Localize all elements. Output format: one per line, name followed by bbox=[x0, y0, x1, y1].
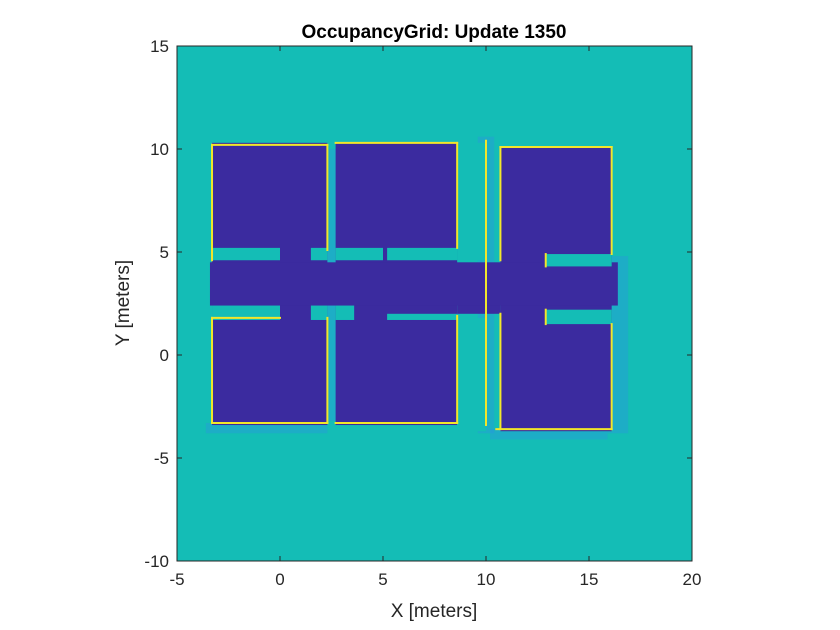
y-tick-label: 5 bbox=[160, 243, 169, 262]
y-axis-ticks: 15 10 5 0 -5 -10 bbox=[144, 37, 692, 571]
unknown-region-0 bbox=[212, 305, 280, 320]
y-tick-label: -10 bbox=[144, 552, 169, 571]
unknown-region-1 bbox=[212, 247, 280, 261]
unknown-region-8 bbox=[457, 142, 486, 261]
unknown-region-7 bbox=[387, 247, 458, 261]
y-tick-label: -5 bbox=[154, 449, 169, 468]
unknown-region-2 bbox=[310, 305, 328, 320]
unknown-region-6 bbox=[387, 313, 458, 320]
x-tick-label: 10 bbox=[477, 570, 496, 589]
plot-area bbox=[176, 45, 693, 562]
x-tick-label: -5 bbox=[169, 570, 184, 589]
chart-title: OccupancyGrid: Update 1350 bbox=[301, 22, 566, 43]
y-tick-label: 0 bbox=[160, 346, 169, 365]
x-tick-label: 0 bbox=[275, 570, 284, 589]
x-tick-label: 20 bbox=[683, 570, 702, 589]
x-tick-label: 15 bbox=[580, 570, 599, 589]
unknown-region-9 bbox=[457, 317, 486, 432]
unknown-region-11 bbox=[545, 254, 612, 267]
x-axis-label: X [meters] bbox=[391, 601, 478, 622]
occupancy-cells bbox=[205, 136, 629, 440]
y-tick-label: 10 bbox=[150, 140, 169, 159]
uncertain-region-2 bbox=[490, 429, 608, 440]
unknown-region-3 bbox=[310, 247, 328, 261]
unknown-region-4 bbox=[335, 305, 355, 320]
axes-box bbox=[176, 45, 693, 562]
unknown-region-10 bbox=[545, 309, 612, 325]
free-region-4 bbox=[209, 262, 618, 306]
unknown-region-5 bbox=[335, 247, 383, 261]
y-tick-label: 15 bbox=[150, 37, 169, 56]
uncertain-region-4 bbox=[205, 422, 328, 434]
x-tick-label: 5 bbox=[378, 570, 387, 589]
y-axis-label: Y [meters] bbox=[113, 260, 134, 346]
x-axis-ticks: -5 0 5 10 15 20 bbox=[169, 46, 701, 589]
